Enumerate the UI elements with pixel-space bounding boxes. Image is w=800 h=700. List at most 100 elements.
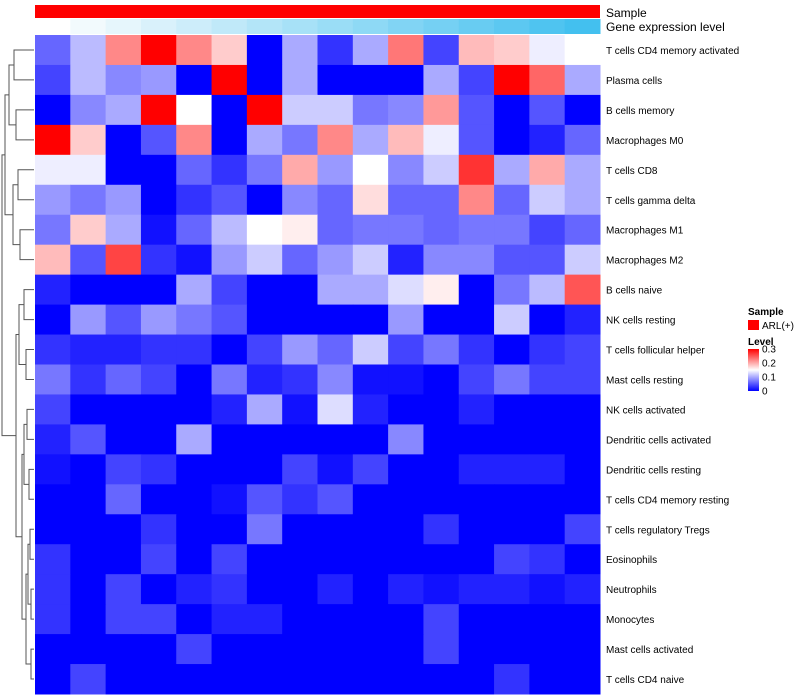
heatmap-cell bbox=[211, 35, 248, 66]
heatmap-cell bbox=[564, 244, 601, 276]
heatmap-cell bbox=[423, 124, 460, 156]
heatmap-cell bbox=[423, 274, 460, 306]
heatmap-cell bbox=[176, 154, 213, 186]
heatmap-cell bbox=[352, 124, 389, 156]
heatmap-cell bbox=[176, 64, 213, 96]
heatmap-cell bbox=[494, 94, 530, 126]
heatmap-cell bbox=[494, 124, 530, 156]
heatmap-cell bbox=[564, 664, 601, 695]
heatmap-cell bbox=[494, 304, 530, 336]
heatmap-cell bbox=[352, 214, 389, 246]
heatmap-cell bbox=[494, 64, 530, 96]
heatmap-cell bbox=[458, 514, 495, 545]
heatmap-cell bbox=[564, 454, 601, 485]
heatmap-cell bbox=[105, 304, 142, 336]
heatmap-cell bbox=[282, 334, 318, 365]
heatmap-cell bbox=[176, 544, 213, 575]
heatmap-cell bbox=[529, 214, 566, 246]
heatmap-cell bbox=[282, 184, 318, 216]
heatmap-cell bbox=[211, 604, 248, 635]
heatmap-cell bbox=[494, 334, 530, 365]
heatmap-cell bbox=[176, 124, 213, 156]
heatmap-cell bbox=[458, 244, 495, 276]
heatmap-cell bbox=[35, 304, 71, 336]
heatmap-cell bbox=[105, 394, 142, 425]
heatmap-cell bbox=[282, 214, 318, 246]
heatmap-cell bbox=[494, 154, 530, 186]
heatmap-cell bbox=[494, 604, 530, 635]
heatmap-cell bbox=[246, 604, 283, 635]
heatmap-cell bbox=[458, 424, 495, 455]
heatmap-cell bbox=[458, 124, 495, 156]
heatmap-cell bbox=[35, 35, 71, 66]
heatmap-cell bbox=[176, 244, 213, 276]
dendrogram-branch bbox=[25, 349, 34, 380]
heatmap-cell bbox=[564, 94, 601, 126]
heatmap-cell bbox=[140, 454, 177, 485]
heatmap-cell bbox=[105, 214, 142, 246]
heatmap-cell bbox=[352, 484, 389, 515]
dendrogram-branch bbox=[17, 169, 34, 201]
heatmap-cell bbox=[352, 94, 389, 126]
heatmap-cell bbox=[529, 424, 566, 455]
heatmap-cell bbox=[317, 604, 354, 635]
heatmap-cell bbox=[35, 364, 71, 395]
heatmap-cell bbox=[105, 634, 142, 665]
row-label: Plasma cells bbox=[606, 76, 662, 87]
heatmap-cell bbox=[140, 214, 177, 246]
heatmap-cell bbox=[282, 94, 318, 126]
annotation-cell-gene-expression bbox=[176, 19, 213, 34]
heatmap-cell bbox=[282, 64, 318, 96]
row-label: T cells CD4 memory resting bbox=[606, 495, 729, 506]
heatmap-cell bbox=[246, 394, 283, 425]
heatmap-cell bbox=[317, 304, 354, 336]
heatmap-cell bbox=[70, 544, 107, 575]
heatmap-cell bbox=[529, 454, 566, 485]
heatmap-cell bbox=[140, 364, 177, 395]
heatmap-cell bbox=[494, 544, 530, 575]
heatmap-cell bbox=[529, 394, 566, 425]
heatmap-cell bbox=[423, 214, 460, 246]
heatmap-cell bbox=[423, 604, 460, 635]
heatmap-cell bbox=[176, 574, 213, 605]
heatmap-cell bbox=[211, 364, 248, 395]
heatmap-cell bbox=[352, 154, 389, 186]
heatmap-cell bbox=[564, 214, 601, 246]
heatmap-cell bbox=[388, 574, 424, 605]
heatmap-cell bbox=[282, 364, 318, 395]
heatmap-cell bbox=[140, 634, 177, 665]
dendrogram-branch bbox=[26, 408, 34, 440]
heatmap-cell bbox=[458, 64, 495, 96]
heatmap-cell bbox=[70, 394, 107, 425]
heatmap-cell bbox=[564, 184, 601, 216]
heatmap-cell bbox=[176, 35, 213, 66]
heatmap-cell bbox=[564, 544, 601, 575]
heatmap-cell bbox=[140, 184, 177, 216]
heatmap-cell bbox=[105, 124, 142, 156]
heatmap-cell bbox=[105, 244, 142, 276]
row-label: T cells CD8 bbox=[606, 166, 658, 177]
heatmap-cell bbox=[388, 184, 424, 216]
heatmap-cell bbox=[423, 574, 460, 605]
heatmap-cell bbox=[246, 184, 283, 216]
heatmap-cell bbox=[529, 634, 566, 665]
heatmap-cell bbox=[282, 664, 318, 695]
heatmap-cell bbox=[140, 424, 177, 455]
heatmap-cell bbox=[564, 154, 601, 186]
heatmap-cell bbox=[564, 394, 601, 425]
heatmap-cell bbox=[317, 454, 354, 485]
heatmap-cell bbox=[352, 184, 389, 216]
dendrogram-branch bbox=[8, 64, 16, 126]
heatmap-cell bbox=[211, 124, 248, 156]
heatmap-cell bbox=[564, 364, 601, 395]
heatmap-cell bbox=[388, 334, 424, 365]
heatmap-cell bbox=[35, 514, 71, 545]
legend-color-bar bbox=[748, 349, 759, 391]
heatmap-cell bbox=[140, 334, 177, 365]
annotation-cell-gene-expression bbox=[494, 19, 530, 34]
heatmap-cell bbox=[352, 274, 389, 306]
heatmap-cell bbox=[35, 154, 71, 186]
heatmap-cell bbox=[352, 244, 389, 276]
heatmap-cell bbox=[494, 184, 530, 216]
heatmap-cell bbox=[317, 364, 354, 395]
